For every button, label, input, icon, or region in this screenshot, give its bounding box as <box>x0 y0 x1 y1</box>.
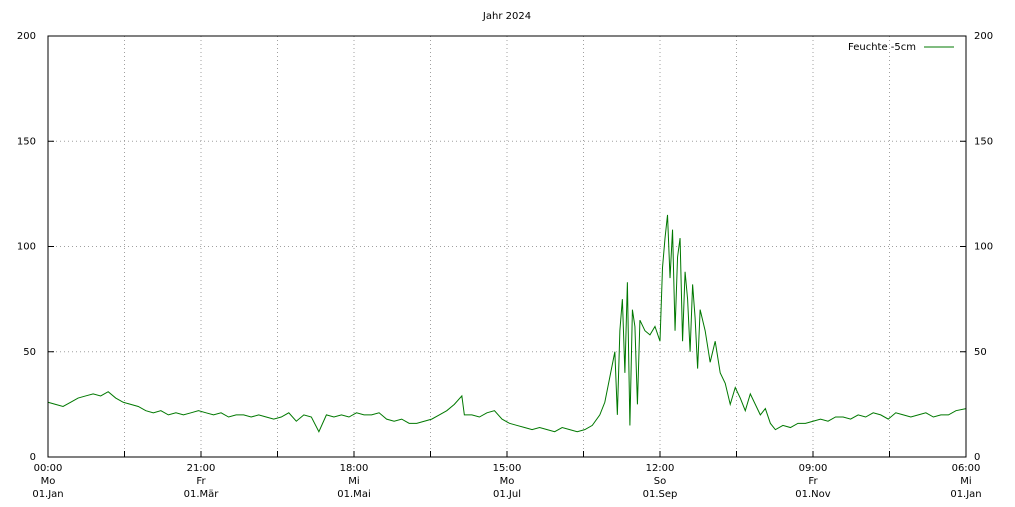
y2-tick-label: 50 <box>974 347 987 358</box>
legend-label: Feuchte -5cm <box>848 42 916 53</box>
x-tick-label: Mi <box>348 476 359 487</box>
x-tick-label: Fr <box>196 476 206 487</box>
x-tick-label: 12:00 <box>646 463 675 474</box>
x-tick-label: 06:00 <box>952 463 981 474</box>
data-line <box>47 214 967 433</box>
y2-tick-label: 150 <box>974 136 993 147</box>
x-tick-label: 09:00 <box>799 463 828 474</box>
y2-tick-label: 0 <box>974 452 980 463</box>
x-tick-label: 01.Jan <box>950 489 981 500</box>
y-tick-label: 100 <box>17 242 36 253</box>
chart-title: Jahr 2024 <box>482 11 531 22</box>
x-tick-label: 21:00 <box>187 463 216 474</box>
x-tick-label: Mo <box>500 476 515 487</box>
y-tick-label: 150 <box>17 136 36 147</box>
x-tick-label: 01.Sep <box>643 489 678 500</box>
plot-frame <box>47 35 967 458</box>
x-tick-label: Mo <box>41 476 56 487</box>
x-tick-label: 00:00 <box>34 463 63 474</box>
x-tick-label: Mi <box>960 476 971 487</box>
x-tick-label: Fr <box>808 476 818 487</box>
x-tick-label: 01.Nov <box>795 489 831 500</box>
x-tick-label: 01.Jul <box>493 489 521 500</box>
y2-tick-label: 200 <box>974 31 993 42</box>
x-tick-label: 01.Mai <box>337 489 370 500</box>
y-tick-label: 200 <box>17 31 36 42</box>
x-tick-label: 01.Jan <box>32 489 63 500</box>
x-tick-label: 15:00 <box>493 463 522 474</box>
x-tick-label: So <box>654 476 666 487</box>
x-tick-label: 18:00 <box>340 463 369 474</box>
y-tick-label: 0 <box>30 452 36 463</box>
y-tick-label: 50 <box>23 347 36 358</box>
x-tick-label: 01.Mär <box>184 489 220 500</box>
y2-tick-label: 100 <box>974 242 993 253</box>
